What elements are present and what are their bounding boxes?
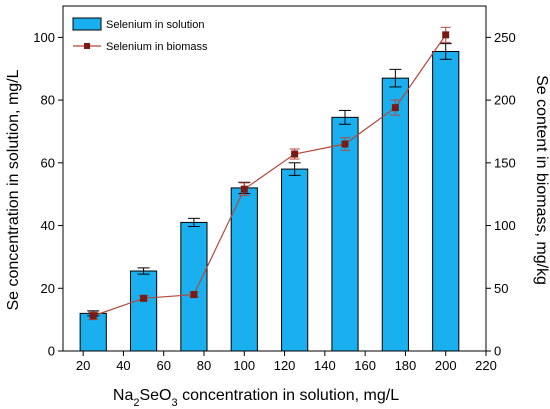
point-0 — [89, 312, 97, 320]
y-left-tick-label-1: 20 — [41, 281, 55, 296]
x-tick-label-3: 80 — [197, 358, 211, 373]
bar-1 — [129, 270, 158, 352]
bar-4 — [281, 168, 309, 352]
x-tick-label-9: 200 — [435, 358, 457, 373]
point-4 — [291, 150, 299, 158]
y-left-tick-label-2: 40 — [41, 218, 55, 233]
x-tick-label-0: 20 — [76, 358, 90, 373]
y-right-tick-label-1: 50 — [494, 281, 508, 296]
y-left-tick-label-0: 0 — [48, 344, 55, 359]
point-6 — [391, 104, 399, 112]
bar-7 — [432, 50, 460, 352]
x-title-rest: concentration in solution, mg/L — [178, 387, 400, 404]
bar-5 — [331, 116, 359, 352]
y-left-tick-label-3: 60 — [41, 155, 55, 170]
x-title-seo: SeO — [139, 387, 171, 404]
x-tick-label-1: 40 — [116, 358, 130, 373]
point-3 — [240, 185, 248, 193]
x-tick-label-4: 100 — [233, 358, 255, 373]
point-1 — [140, 294, 148, 302]
line-layer — [88, 26, 451, 321]
x-title-na: Na — [113, 387, 134, 404]
y-right-tick-label-0: 0 — [494, 344, 501, 359]
legend-marker-biomass — [84, 43, 90, 49]
bar-2 — [180, 221, 208, 352]
y-axis-right-title: Se content in biomass, mg/kg — [533, 75, 550, 285]
y-right-tick-label-2: 100 — [494, 218, 516, 233]
x-tick-label-6: 140 — [314, 358, 336, 373]
point-5 — [341, 140, 349, 148]
x-title-sub-3: 3 — [172, 397, 178, 409]
biomass-line — [93, 34, 447, 317]
x-tick-label-8: 180 — [395, 358, 417, 373]
x-title-sub-2: 2 — [133, 397, 139, 409]
bar-6 — [381, 77, 409, 352]
bars-layer — [79, 43, 460, 352]
legend-swatch-solution — [72, 17, 102, 31]
y-left-tick-label-4: 80 — [41, 93, 55, 108]
legend-label-biomass: Selenium in biomass — [106, 41, 208, 53]
legend: Selenium in solution Selenium in biomass — [72, 17, 208, 53]
y-right-tick-label-4: 200 — [494, 93, 516, 108]
y-right-tick-label-5: 250 — [494, 30, 516, 45]
bar-3 — [230, 187, 258, 352]
point-2 — [190, 291, 198, 299]
x-tick-label-2: 60 — [156, 358, 170, 373]
y-axis-left-title: Se concentration in solution, mg/L — [5, 69, 22, 310]
x-axis-title: Na2SeO3 concentration in solution, mg/L — [113, 387, 399, 409]
plot-frame — [62, 5, 487, 352]
y-right-tick-label-3: 150 — [494, 155, 516, 170]
x-tick-label-5: 120 — [274, 358, 296, 373]
x-tick-label-10: 220 — [475, 358, 497, 373]
y-left-tick-label-5: 100 — [33, 30, 55, 45]
legend-label-solution: Selenium in solution — [106, 19, 204, 31]
point-7 — [442, 31, 450, 39]
axes-layer: 20 40 60 80 100 120 140 160 180 200 22002040608010… — [33, 30, 515, 373]
x-tick-label-7: 160 — [354, 358, 376, 373]
